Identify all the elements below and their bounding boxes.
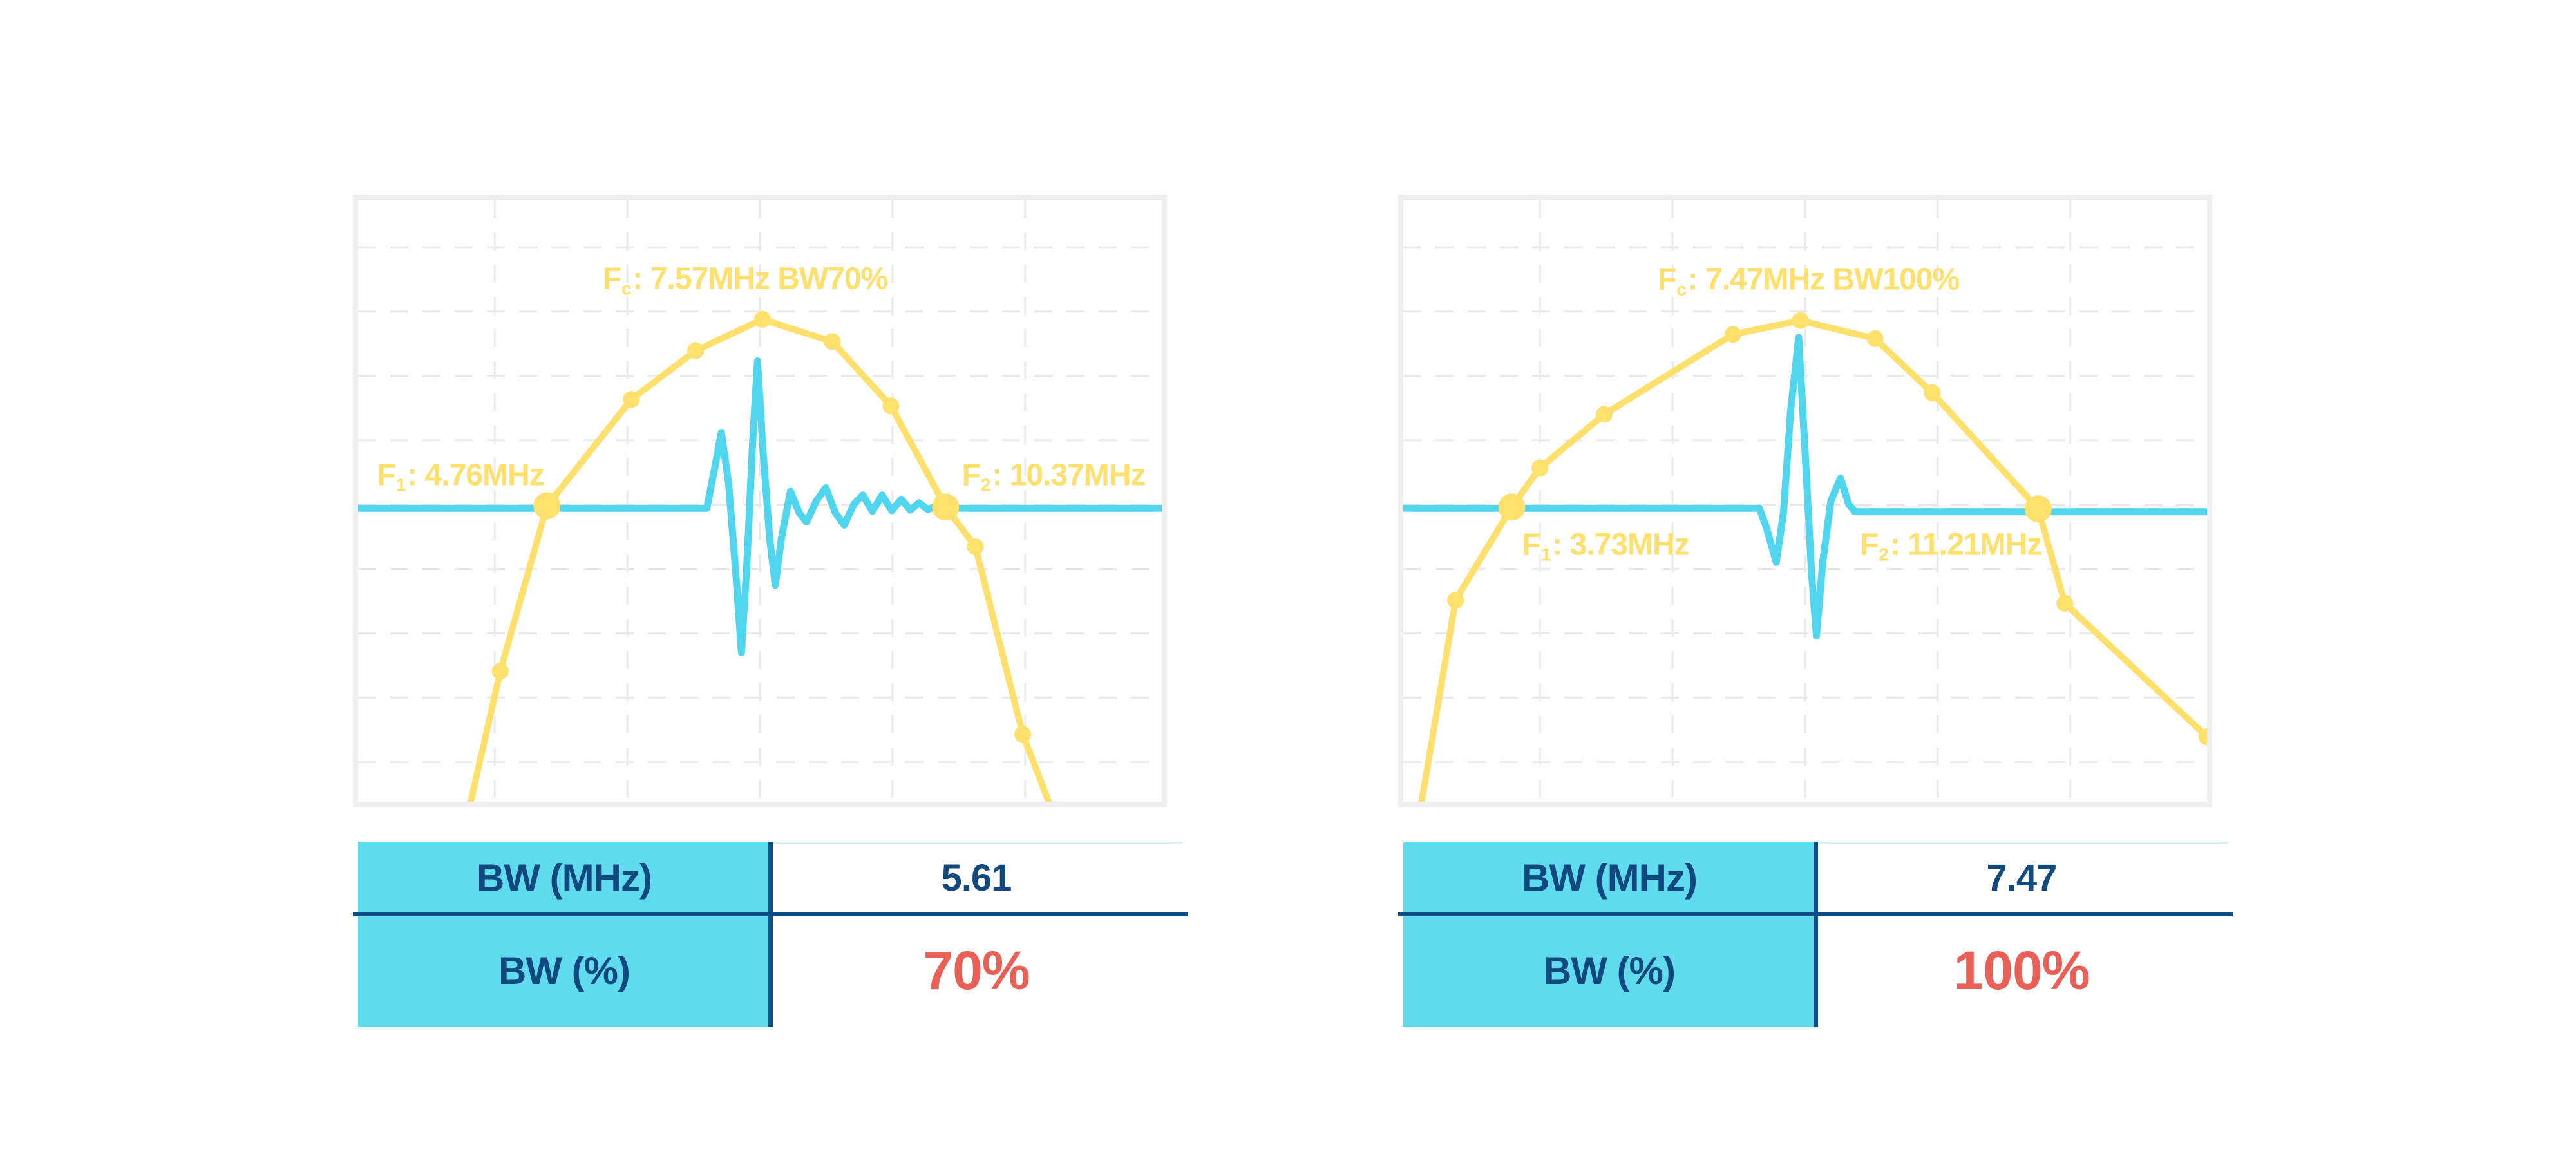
bw-table-100pct: BW (MHz) 7.47 BW (%) 100% [1398, 842, 2233, 1027]
f1-annotation: F1: 4.76MHz [377, 458, 544, 496]
bw-mhz-label: BW (MHz) [477, 856, 652, 900]
bw-mhz-label-cell: BW (MHz) [358, 842, 770, 914]
bw-mhz-value-cell: 7.47 [1815, 842, 2228, 914]
f2-annotation: F2: 10.37MHz [962, 458, 1146, 496]
spectrum-plot-70pct [358, 200, 1162, 802]
f2-annotation: F2: 11.21MHz [1859, 527, 2042, 565]
f2-value-text: : 10.37MHz [992, 458, 1146, 493]
fc-symbol: F [1657, 262, 1676, 297]
bw-table-label-column [1403, 842, 1815, 1027]
fc-subscript: c [621, 278, 632, 299]
spectrum-plot-100pct [1403, 200, 2207, 802]
table-top-line [1815, 842, 2228, 844]
spectrum-panel-70pct: Fc: 7.57MHz BW70% F1: 4.76MHz F2: 10.37M… [353, 195, 1167, 807]
f1-value-text: : 3.73MHz [1552, 527, 1689, 562]
f1-subscript: 1 [1540, 544, 1551, 565]
bw-mhz-label: BW (MHz) [1522, 856, 1698, 900]
fc-value-text: : 7.47MHz BW100% [1687, 262, 1960, 297]
spectrum-panel-100pct: Fc: 7.47MHz BW100% F1: 3.73MHz F2: 11.21… [1398, 195, 2212, 807]
bw-pct-label-cell: BW (%) [1403, 914, 1815, 1027]
f2-subscript: 2 [1879, 544, 1889, 565]
table-column-divider [1814, 842, 1818, 1027]
center-frequency-annotation: Fc: 7.47MHz BW100% [1657, 262, 1960, 300]
fc-value-text: : 7.57MHz BW70% [632, 261, 889, 296]
bw-table-label-column [358, 842, 770, 1027]
bw-table-70pct: BW (MHz) 5.61 BW (%) 70% [353, 842, 1188, 1027]
bw-pct-label: BW (%) [1544, 949, 1676, 992]
bw-pct-value-cell: 100% [1815, 914, 2228, 1027]
f2-subscript: 2 [980, 475, 991, 495]
f1-subscript: 1 [395, 475, 406, 495]
bw-pct-value-cell: 70% [770, 914, 1182, 1027]
f1-annotation: F1: 3.73MHz [1522, 527, 1689, 565]
bw-mhz-value: 5.61 [941, 856, 1012, 899]
bw-pct-label: BW (%) [498, 949, 630, 992]
bw-mhz-label-cell: BW (MHz) [1403, 842, 1815, 914]
table-column-divider [768, 842, 773, 1027]
f2-symbol: F [961, 458, 981, 493]
fc-subscript: c [1676, 279, 1687, 299]
bw-mhz-value-cell: 5.61 [770, 842, 1182, 914]
f1-value-text: : 4.76MHz [407, 458, 544, 493]
center-frequency-annotation: Fc: 7.57MHz BW70% [602, 261, 889, 299]
bw-mhz-value: 7.47 [1986, 856, 2058, 899]
bw-pct-label-cell: BW (%) [358, 914, 770, 1027]
fc-symbol: F [602, 261, 621, 296]
bw-pct-value: 100% [1953, 940, 2090, 1001]
f1-symbol: F [1522, 527, 1540, 562]
f2-symbol: F [1859, 527, 1879, 562]
f2-value-text: : 11.21MHz [1889, 527, 2042, 562]
table-top-line [770, 842, 1182, 844]
f1-symbol: F [377, 458, 395, 493]
bw-pct-value: 70% [923, 940, 1030, 1001]
